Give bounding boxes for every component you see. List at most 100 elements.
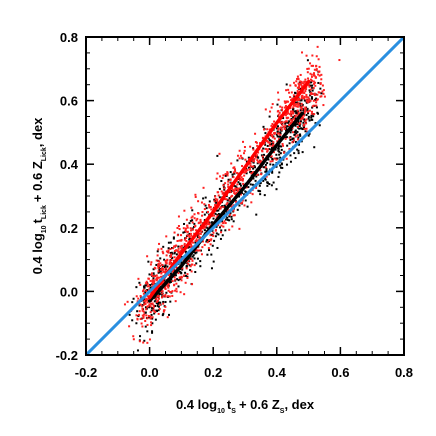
y-axis-title: 0.4 log10tLick+ 0.6 ZLick, dex xyxy=(30,117,48,275)
scatter-point xyxy=(217,214,220,217)
scatter-point xyxy=(298,86,301,89)
scatter-point xyxy=(219,175,222,178)
scatter-point xyxy=(203,203,206,206)
scatter-point xyxy=(171,280,174,283)
scatter-point xyxy=(182,227,185,230)
scatter-point xyxy=(189,265,192,268)
scatter-point xyxy=(223,198,226,201)
scatter-point xyxy=(184,237,187,240)
scatter-point xyxy=(311,89,314,92)
scatter-point xyxy=(312,115,315,118)
scatter-point xyxy=(161,314,164,317)
scatter-point xyxy=(275,165,278,168)
scatter-point xyxy=(292,107,295,110)
scatter-point xyxy=(195,251,198,254)
scatter-point xyxy=(131,319,134,322)
scatter-point xyxy=(139,295,142,298)
scatter-point xyxy=(220,220,223,223)
scatter-point xyxy=(285,112,288,115)
scatter-point xyxy=(299,87,302,90)
scatter-point xyxy=(189,232,192,235)
scatter-point xyxy=(157,248,160,251)
scatter-point xyxy=(149,317,152,320)
scatter-point xyxy=(301,94,304,97)
scatter-point xyxy=(318,124,321,127)
scatter-point xyxy=(294,129,297,132)
scatter-point xyxy=(251,183,254,186)
scatter-point xyxy=(315,101,318,104)
scatter-point xyxy=(189,227,192,230)
scatter-point xyxy=(307,99,310,102)
scatter-point xyxy=(146,317,149,320)
scatter-point xyxy=(288,120,291,123)
scatter-point xyxy=(268,139,271,142)
scatter-point xyxy=(297,102,300,105)
scatter-point xyxy=(299,117,302,120)
scatter-point xyxy=(248,168,251,171)
scatter-point xyxy=(291,97,294,100)
scatter-point xyxy=(159,262,162,265)
scatter-point xyxy=(135,314,138,317)
scatter-point xyxy=(190,216,193,219)
scatter-point xyxy=(247,166,250,169)
scatter-point xyxy=(229,190,232,193)
scatter-point xyxy=(234,185,237,188)
scatter-point xyxy=(304,78,307,81)
scatter-point xyxy=(159,303,162,306)
scatter-point xyxy=(288,136,291,139)
scatter-point xyxy=(173,252,176,255)
scatter-point xyxy=(300,127,303,130)
scatter-point xyxy=(301,51,304,54)
scatter-point xyxy=(164,305,167,308)
x-tick-label: -0.2 xyxy=(75,365,97,380)
scatter-point xyxy=(296,123,299,126)
scatter-point xyxy=(296,130,299,133)
scatter-point xyxy=(284,137,287,140)
scatter-point xyxy=(239,182,242,185)
scatter-point xyxy=(181,267,184,270)
scatter-point xyxy=(149,305,152,308)
scatter-point xyxy=(270,106,273,109)
scatter-point xyxy=(277,149,280,152)
scatter-point xyxy=(188,235,191,238)
scatter-point xyxy=(310,64,313,67)
scatter-point xyxy=(284,101,287,104)
scatter-point xyxy=(249,191,252,194)
scatter-point xyxy=(164,284,167,287)
scatter-point xyxy=(142,292,145,295)
scatter-point xyxy=(284,120,287,123)
scatter-point xyxy=(256,144,259,147)
scatter-point xyxy=(284,124,287,127)
scatter-point xyxy=(289,113,292,116)
scatter-point xyxy=(146,341,149,344)
scatter-point xyxy=(236,159,239,162)
scatter-point xyxy=(270,155,273,158)
scatter-point xyxy=(205,226,208,229)
scatter-point xyxy=(151,282,154,285)
scatter-point xyxy=(232,220,235,223)
scatter-point xyxy=(186,273,189,276)
scatter-point xyxy=(270,146,273,149)
scatter-point xyxy=(263,128,266,131)
scatter-point xyxy=(169,300,172,303)
scatter-point xyxy=(158,270,161,273)
scatter-point xyxy=(294,115,297,118)
scatter-point xyxy=(292,112,295,115)
scatter-point xyxy=(289,118,292,121)
scatter-point xyxy=(207,240,210,243)
x-axis-title-prefix: 0.4 log xyxy=(176,397,217,412)
scatter-point xyxy=(165,250,168,253)
scatter-point xyxy=(233,192,236,195)
scatter-point xyxy=(191,283,194,286)
scatter-point xyxy=(139,335,142,338)
scatter-point xyxy=(152,277,155,280)
scatter-point xyxy=(209,234,212,237)
scatter-point xyxy=(296,105,299,108)
scatter-point xyxy=(195,229,198,232)
scatter-point xyxy=(307,96,310,99)
scatter-point xyxy=(247,186,250,189)
scatter-point xyxy=(195,219,198,222)
series-line-3 xyxy=(147,79,311,300)
scatter-point xyxy=(319,95,322,98)
scatter-point xyxy=(167,295,170,298)
